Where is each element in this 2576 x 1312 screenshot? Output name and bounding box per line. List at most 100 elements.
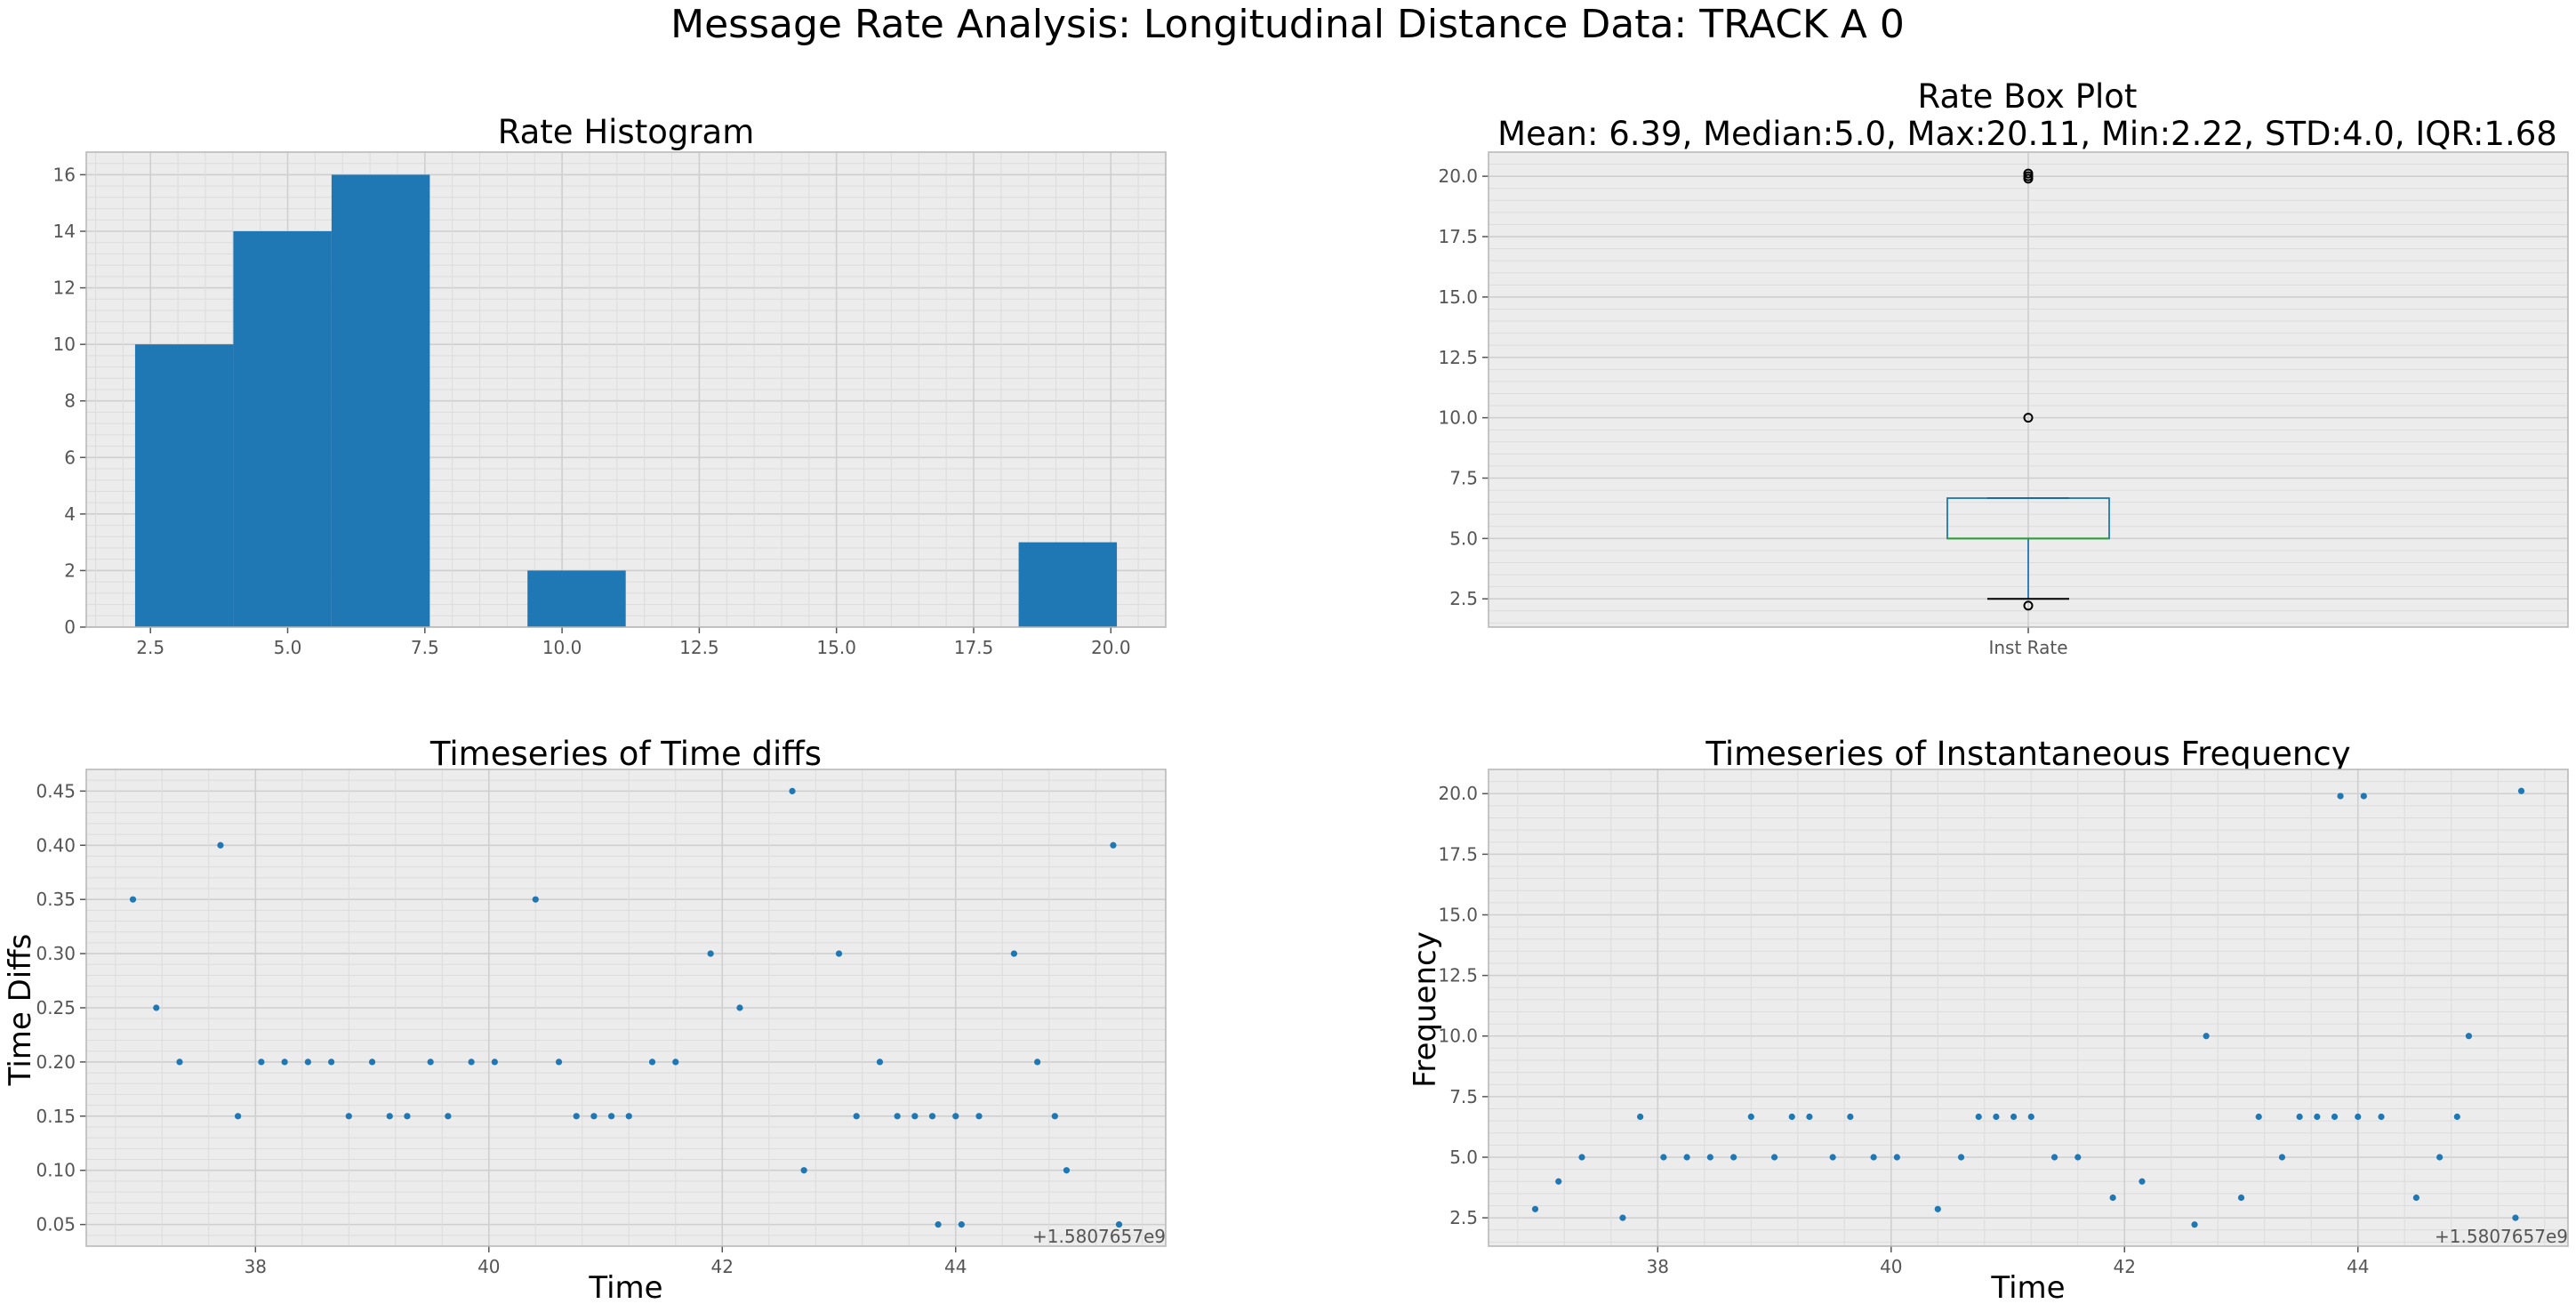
histogram-y-tick-label: 4	[64, 503, 76, 525]
timediffs-point	[281, 1058, 288, 1066]
boxplot-y-tick-label: 10.0	[1438, 407, 1478, 429]
timediffs-point	[258, 1058, 265, 1066]
instfreq-point	[1893, 1154, 1900, 1161]
instfreq-plot-area: 2.5 5.0 7.5 10.0 12.5 15.0 17.5 20.0 38 40 42 44	[1438, 769, 2569, 1277]
instfreq-x-tick-label: 40	[1880, 1256, 1902, 1277]
timediffs-x-tick-label: 42	[711, 1256, 734, 1277]
timediffs-point	[555, 1058, 563, 1066]
timediffs-point	[153, 1004, 160, 1011]
timediffs-offset-text: +1.5807657e9	[1032, 1226, 1166, 1247]
timediffs-point	[445, 1113, 452, 1120]
histogram-x-tick-label: 12.5	[679, 637, 719, 658]
instfreq-point	[1660, 1154, 1667, 1161]
instfreq-point	[1730, 1154, 1737, 1161]
timediffs-point	[304, 1058, 311, 1066]
histogram-y-tick-label: 16	[53, 164, 76, 185]
timediffs-point	[1010, 950, 1017, 957]
instfreq-point	[1706, 1154, 1713, 1161]
timediffs-point	[1034, 1058, 1041, 1066]
instfreq-point	[2512, 1214, 2519, 1221]
timediffs-panel: Timeseries of Time diffs 0.05 0.10 0.15 0.2…	[3, 735, 1167, 1306]
timediffs-point	[345, 1113, 352, 1120]
histogram-title: Rate Histogram	[498, 113, 755, 151]
histogram-x-tick-label: 10.0	[542, 637, 582, 658]
instfreq-axes-border	[1488, 769, 2569, 1247]
timediffs-point	[707, 950, 714, 957]
timediffs-point	[736, 1004, 743, 1011]
histogram-x-tick-label: 15.0	[816, 637, 856, 658]
timediffs-y-tick-label: 0.05	[36, 1214, 76, 1236]
instfreq-y-tick-label: 7.5	[1449, 1086, 1478, 1107]
timediffs-point	[894, 1113, 901, 1120]
histogram-bar	[1018, 542, 1118, 627]
boxplot-y-tick-label: 2.5	[1449, 588, 1478, 609]
timediffs-xlabel: Time	[588, 1270, 662, 1306]
instfreq-point	[1934, 1205, 1941, 1212]
histogram-x-tick-label: 7.5	[411, 637, 439, 658]
timediffs-point	[404, 1113, 411, 1120]
instfreq-y-tick-label: 5.0	[1449, 1147, 1478, 1168]
boxplot-category-label: Inst Rate	[1988, 637, 2067, 658]
instfreq-point	[2412, 1194, 2420, 1202]
instfreq-point	[2278, 1154, 2286, 1161]
instfreq-point	[1747, 1113, 1754, 1121]
timediffs-point	[835, 950, 843, 957]
histogram-x-tick-label: 17.5	[954, 637, 994, 658]
instfreq-point	[1531, 1205, 1539, 1212]
timediffs-point	[1115, 1221, 1123, 1228]
instfreq-point	[1770, 1154, 1778, 1161]
timediffs-y-tick-label: 0.10	[36, 1160, 76, 1181]
timediffs-ylabel: Time Diffs	[3, 934, 38, 1087]
instfreq-point	[1578, 1154, 1585, 1161]
instfreq-point	[1870, 1154, 1877, 1161]
instfreq-point	[1806, 1113, 1813, 1121]
timediffs-plot-area: 0.05 0.10 0.15 0.20 0.25 0.30 0.35 0.40 0.45 38 40…	[36, 769, 1167, 1277]
timediffs-point	[368, 1058, 376, 1066]
timediffs-point	[217, 841, 224, 849]
boxplot-title-line-2: Mean: 6.39, Median:5.0, Max:20.11, Min:2…	[1497, 115, 2557, 153]
histogram-y-tick-label: 2	[64, 559, 76, 581]
timediffs-y-tick-label: 0.45	[36, 780, 76, 801]
instfreq-point	[1975, 1113, 1982, 1121]
instfreq-point	[2109, 1194, 2116, 1202]
timediffs-point	[853, 1113, 860, 1120]
boxplot-panel: Rate Box Plot Mean: 6.39, Median:5.0, Ma…	[1438, 77, 2569, 658]
timediffs-point	[491, 1058, 498, 1066]
instfreq-point	[2050, 1154, 2058, 1161]
instfreq-point	[2331, 1113, 2339, 1121]
timediffs-point	[789, 787, 796, 794]
timediffs-point	[928, 1113, 936, 1120]
instfreq-point	[2237, 1194, 2245, 1202]
timediffs-point	[235, 1113, 242, 1120]
timediffs-point	[468, 1058, 475, 1066]
timediffs-axes-border	[85, 769, 1167, 1247]
boxplot-y-tick-label: 15.0	[1438, 286, 1478, 308]
histogram-y-tick-label: 8	[64, 390, 76, 412]
boxplot-y-tick-label: 17.5	[1438, 226, 1478, 247]
histogram-x-tick-label: 5.0	[274, 637, 302, 658]
instfreq-point	[2465, 1033, 2473, 1040]
timediffs-x-tick-label: 44	[944, 1256, 967, 1277]
timediffs-point	[876, 1058, 884, 1066]
timediffs-point	[800, 1167, 807, 1174]
timediffs-point	[573, 1113, 580, 1120]
timediffs-point	[607, 1113, 615, 1120]
instfreq-point	[1829, 1154, 1836, 1161]
instfreq-point	[2027, 1113, 2034, 1121]
timediffs-point	[911, 1113, 919, 1120]
timediffs-point	[975, 1113, 983, 1120]
histogram-plot-area: 0 2 4 6 8 10 12 14 16 2.5 5.0 7.5 10.0 12.5 15.0 17.5 20…	[53, 151, 1167, 658]
boxplot-y-tick-label: 5.0	[1449, 527, 1478, 549]
timediffs-x-tick-label: 40	[477, 1256, 500, 1277]
timediffs-point	[952, 1113, 959, 1120]
instfreq-point	[2255, 1113, 2262, 1121]
instfreq-point	[2337, 793, 2344, 800]
timediffs-title: Timeseries of Time diffs	[429, 735, 822, 773]
histogram-bar	[527, 570, 626, 627]
instfreq-y-tick-label: 2.5	[1449, 1207, 1478, 1228]
timediffs-x-tick-label: 38	[245, 1256, 267, 1277]
instfreq-panel: Timeseries of Instantaneous Frequency 2.…	[1408, 735, 2569, 1306]
instfreq-title: Timeseries of Instantaneous Frequency	[1705, 735, 2350, 773]
boxplot-y-tick-label: 20.0	[1438, 165, 1478, 187]
figure-suptitle: Message Rate Analysis: Longitudinal Dist…	[670, 2, 1905, 47]
